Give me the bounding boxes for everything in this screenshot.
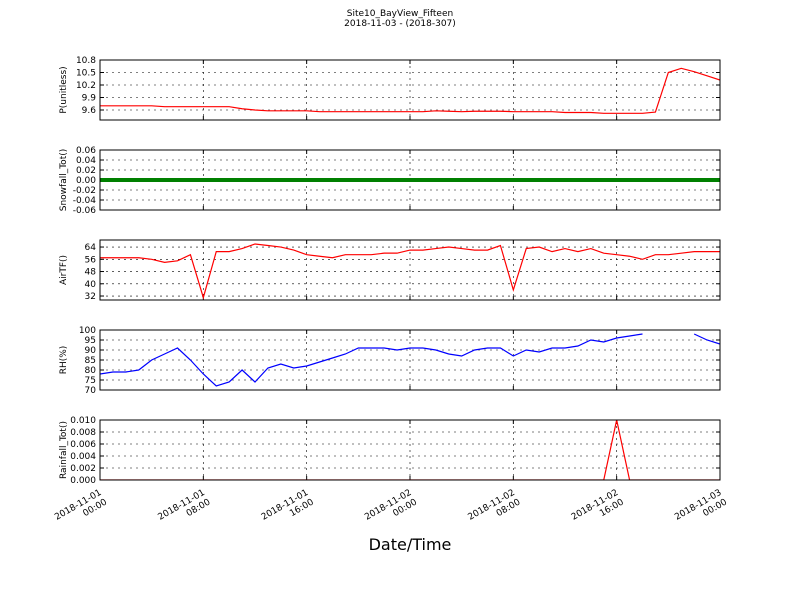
y-tick-label: 0.06 <box>76 146 96 156</box>
plot-frame <box>99 59 721 121</box>
y-tick-label: -0.06 <box>73 206 97 216</box>
y-tick-label: 0.000 <box>70 476 96 486</box>
y-tick-label: 0.006 <box>70 440 96 450</box>
chart-title: Site10_BayView_Fifteen <box>347 9 453 19</box>
y-tick-label: 0.002 <box>70 464 96 474</box>
y-axis-label: P(unitless) <box>59 66 69 113</box>
plot-area <box>100 333 720 387</box>
y-axis-label: RH(%) <box>59 346 69 375</box>
y-tick-label: 40 <box>85 280 97 290</box>
y-tick-label: 85 <box>85 356 96 366</box>
data-line <box>693 333 720 345</box>
y-axis-label: Rainfall_Tot() <box>59 421 69 479</box>
y-tick-label: 64 <box>85 243 97 253</box>
y-tick-label: 10.8 <box>76 56 96 66</box>
plot-frame <box>99 149 721 211</box>
y-tick-label: 0.008 <box>70 428 96 438</box>
data-line <box>100 67 720 114</box>
y-tick-label: 0.02 <box>76 166 96 176</box>
chart-subtitle: 2018-11-03 - (2018-307) <box>344 19 456 29</box>
y-tick-label: -0.02 <box>73 186 96 196</box>
plot-area <box>100 67 720 114</box>
plot-area <box>100 243 720 300</box>
y-tick-label: 0.04 <box>76 156 96 166</box>
y-tick-label: 90 <box>85 346 97 356</box>
y-tick-label: -0.04 <box>73 196 97 206</box>
y-axis-label: AirTF() <box>59 255 69 285</box>
y-tick-label: 70 <box>85 386 97 396</box>
plot-frame <box>99 329 721 391</box>
y-tick-label: 32 <box>85 292 96 302</box>
y-tick-label: 56 <box>85 255 97 265</box>
y-tick-label: 10.5 <box>76 69 96 79</box>
y-tick-label: 0.004 <box>70 452 96 462</box>
y-axis-label: Snowfall_Tot() <box>59 149 69 212</box>
y-tick-label: 80 <box>85 366 97 376</box>
x-axis-label: Date/Time <box>369 535 452 554</box>
y-tick-label: 48 <box>85 268 97 278</box>
plot-frame <box>99 239 721 301</box>
data-line <box>100 243 720 300</box>
plot-frame <box>99 419 721 481</box>
y-tick-label: 9.9 <box>82 94 97 104</box>
data-line <box>100 333 643 387</box>
y-tick-label: 75 <box>85 376 96 386</box>
y-tick-label: 95 <box>85 336 96 346</box>
y-tick-label: 0.00 <box>76 176 96 186</box>
y-tick-label: 100 <box>79 326 96 336</box>
y-tick-label: 0.010 <box>70 416 96 426</box>
y-tick-label: 10.2 <box>76 81 96 91</box>
y-tick-label: 9.6 <box>82 106 97 116</box>
